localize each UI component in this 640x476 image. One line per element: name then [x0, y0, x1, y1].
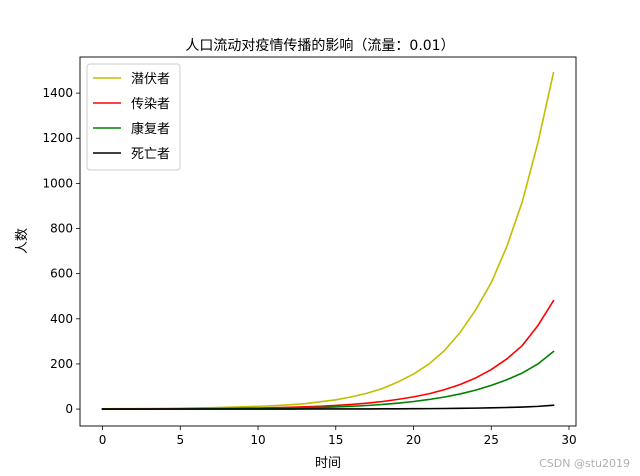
y-tick-label: 1000 [42, 176, 73, 190]
legend-label: 康复者 [131, 121, 170, 137]
y-axis-label: 人数 [15, 228, 30, 254]
y-tick-label: 600 [50, 267, 73, 281]
watermark: CSDN @stu2019 [539, 457, 630, 470]
y-tick-label: 200 [50, 357, 73, 371]
legend-label: 传染者 [131, 97, 170, 112]
y-tick-label: 1400 [42, 86, 73, 100]
y-axis: 0 200 400 600 800 1000 1200 1400 [42, 86, 80, 416]
y-tick-label: 400 [50, 312, 73, 326]
series-layer [101, 71, 555, 410]
chart-title: 人口流动对疫情传播的影响（流量：0.01） [185, 38, 454, 54]
x-tick-label: 30 [561, 433, 576, 447]
x-tick-label: 15 [328, 433, 343, 447]
x-tick-label: 20 [406, 433, 421, 447]
series-line-1 [101, 299, 555, 410]
legend-label: 潜伏者 [131, 72, 170, 87]
x-axis: 0 5 10 15 20 25 30 [99, 426, 577, 447]
y-tick-label: 0 [65, 402, 73, 416]
legend-label: 死亡者 [131, 147, 170, 162]
x-tick-label: 5 [176, 433, 184, 447]
legend-box [86, 63, 181, 171]
series-line-3 [101, 404, 555, 410]
x-tick-label: 25 [484, 433, 499, 447]
x-tick-label: 10 [250, 433, 265, 447]
plot-frame [79, 56, 577, 427]
x-axis-label: 时间 [315, 456, 341, 471]
y-tick-label: 800 [50, 222, 73, 236]
x-tick-label: 0 [99, 433, 107, 447]
y-tick-label: 1200 [42, 131, 73, 145]
